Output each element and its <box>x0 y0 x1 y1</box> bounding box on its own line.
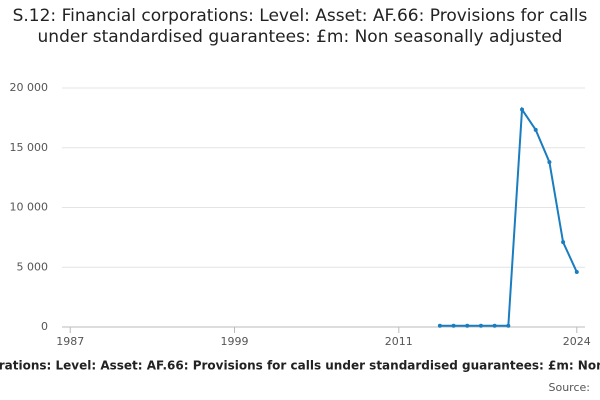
point <box>451 323 456 328</box>
point <box>506 323 511 328</box>
x-tick-label: 1987 <box>56 335 84 348</box>
y-tick-label: 10 000 <box>10 201 49 214</box>
chart-title: S.12: Financial corporations: Level: Ass… <box>12 6 588 47</box>
y-tick-label: 15 000 <box>10 141 49 154</box>
point <box>478 323 483 328</box>
x-tick-label: 1999 <box>221 335 249 348</box>
x-axis-label: S.12: Financial corporations: Level: Ass… <box>0 359 600 373</box>
line <box>439 106 578 327</box>
source: Source: <box>549 381 591 394</box>
point <box>547 160 552 165</box>
x-tick-label: 2024 <box>563 335 591 348</box>
point <box>465 323 470 328</box>
point <box>437 323 442 328</box>
y-tick-label: 0 <box>41 320 48 333</box>
point <box>492 323 497 328</box>
point <box>561 240 566 245</box>
point <box>520 107 525 112</box>
y-tick-label: 5 000 <box>17 260 49 273</box>
point <box>574 270 579 275</box>
y-tick-label: 20 000 <box>10 81 49 94</box>
point <box>533 127 538 132</box>
x-tick-label: 2011 <box>385 335 413 348</box>
